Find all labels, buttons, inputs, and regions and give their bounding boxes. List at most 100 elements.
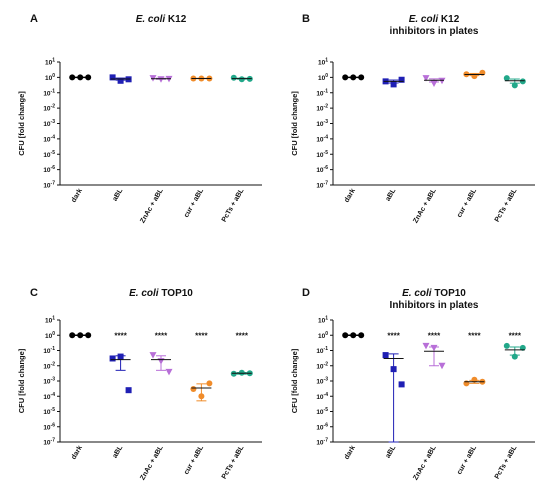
panel-c: C E. coli TOP10 101 100 10-1 10-2 10-3 10-4 10-5… (17, 287, 262, 482)
y-tick-label: 101 (318, 58, 328, 67)
y-tick-label: 10-1 (43, 346, 55, 355)
data-point (198, 393, 205, 400)
x-tick-label: PcTs + aBL (221, 444, 246, 481)
x-tick-label: cur + aBL (183, 444, 205, 476)
data-point (422, 75, 430, 82)
data-point (398, 381, 405, 388)
y-tick-label: 10-3 (316, 377, 328, 386)
y-tick-label: 10-6 (316, 165, 328, 174)
y-tick-label: 10-3 (43, 377, 55, 386)
y-tick-label: 100 (45, 73, 55, 82)
x-tick-label: aBL (112, 187, 125, 203)
data-point (165, 368, 173, 376)
significance-label: **** (509, 331, 522, 340)
y-tick-label: 10-5 (316, 150, 328, 159)
significance-label: **** (236, 331, 249, 340)
significance-label: **** (428, 331, 441, 340)
y-tick-label: 101 (45, 58, 55, 67)
y-tick-label: 101 (45, 316, 55, 325)
chart-subtitle: Inhibitors in plates (390, 300, 479, 311)
x-tick-label: ZnAc + aBL (139, 444, 165, 482)
y-tick-label: 10-7 (316, 438, 328, 447)
data-point (230, 74, 237, 81)
x-tick-label: aBL (385, 187, 398, 203)
data-point (157, 358, 165, 365)
panel-letter: D (302, 287, 310, 299)
data-point (109, 355, 116, 362)
y-tick-label: 10-6 (43, 165, 55, 174)
data-point (390, 366, 397, 373)
y-tick-label: 10-4 (316, 134, 328, 143)
panel-letter: B (302, 13, 310, 25)
x-tick-label: ZnAc + aBL (412, 187, 438, 225)
y-tick-label: 100 (318, 331, 328, 340)
chart-title: E. coli TOP10 (402, 288, 466, 299)
data-point (149, 352, 157, 359)
data-point (519, 344, 526, 351)
x-tick-label: aBL (112, 444, 125, 460)
y-tick-label: 10-3 (43, 119, 55, 128)
chart-title: E. coli K12 (409, 14, 460, 25)
significance-label: **** (114, 331, 127, 340)
x-tick-label: aBL (385, 444, 398, 460)
chart-subtitle: inhibitors in plates (390, 26, 479, 37)
data-point (511, 82, 518, 89)
x-tick-label: cur + aBL (456, 187, 478, 219)
y-tick-label: 10-5 (43, 407, 55, 416)
data-point (430, 344, 438, 352)
data-point (422, 342, 430, 350)
data-point (511, 353, 518, 360)
y-tick-label: 10-4 (316, 392, 328, 401)
y-tick-label: 101 (318, 316, 328, 325)
data-point (519, 78, 526, 85)
data-point (438, 77, 446, 85)
data-point (117, 77, 124, 84)
data-point (206, 380, 213, 387)
significance-label: **** (155, 331, 168, 340)
data-point (503, 75, 510, 82)
data-point (390, 81, 397, 88)
x-tick-label: PcTs + aBL (494, 444, 519, 481)
y-tick-label: 10-4 (43, 134, 55, 143)
chart-title: E. coli K12 (136, 14, 187, 25)
y-tick-label: 10-3 (316, 119, 328, 128)
x-tick-label: dark (343, 187, 357, 203)
y-tick-label: 10-7 (43, 438, 55, 447)
data-point (109, 74, 116, 81)
x-tick-label: cur + aBL (456, 444, 478, 476)
y-tick-label: 10-6 (43, 422, 55, 431)
chart-title: E. coli TOP10 (129, 288, 193, 299)
data-point (382, 352, 389, 359)
x-tick-label: dark (70, 187, 84, 203)
panel-a: A E. coli K12 101 100 10-1 10-2 10-3 10-4 10-5 10… (17, 13, 262, 225)
x-tick-label: ZnAc + aBL (412, 444, 438, 482)
data-point (398, 76, 405, 83)
y-tick-label: 10-2 (316, 361, 328, 370)
y-tick-label: 10-5 (43, 150, 55, 159)
y-axis-label: CFU [fold change] (290, 91, 299, 156)
significance-label: **** (387, 331, 400, 340)
y-tick-label: 10-4 (43, 392, 55, 401)
y-tick-label: 10-2 (43, 104, 55, 113)
y-tick-label: 10-5 (316, 407, 328, 416)
y-tick-label: 10-1 (316, 346, 328, 355)
data-point (438, 362, 446, 370)
x-tick-label: dark (70, 444, 84, 460)
x-tick-label: PcTs + aBL (494, 187, 519, 224)
y-axis-label: CFU [fold change] (17, 348, 26, 413)
data-point (117, 353, 124, 360)
y-tick-label: 10-7 (316, 181, 328, 190)
y-tick-label: 100 (45, 331, 55, 340)
y-tick-label: 10-2 (43, 361, 55, 370)
data-point (157, 76, 165, 83)
y-tick-label: 10-1 (43, 88, 55, 97)
y-tick-label: 10-7 (43, 181, 55, 190)
x-tick-label: PcTs + aBL (221, 187, 246, 224)
significance-label: **** (468, 331, 481, 340)
x-tick-label: ZnAc + aBL (139, 187, 165, 225)
data-point (190, 385, 197, 392)
y-axis-label: CFU [fold change] (17, 91, 26, 156)
